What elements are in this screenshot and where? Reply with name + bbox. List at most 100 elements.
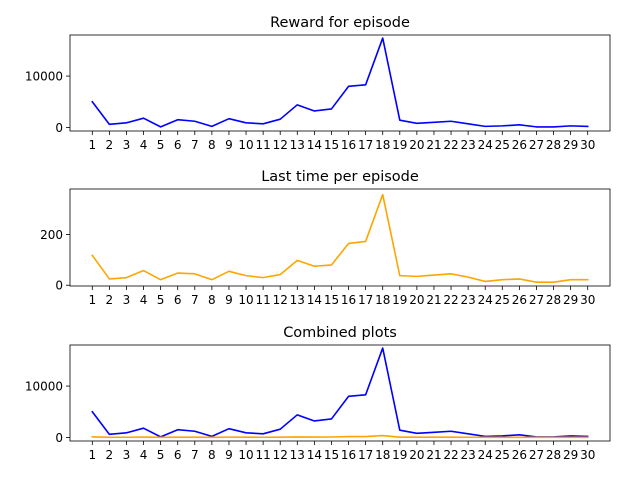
x-tick-label: 10 — [238, 293, 253, 307]
x-tick-label: 7 — [191, 448, 199, 462]
x-tick-label: 1 — [88, 448, 96, 462]
x-tick-label: 6 — [174, 448, 182, 462]
series-line-2 — [91, 434, 589, 439]
chart-title: Reward for episode — [270, 15, 410, 31]
x-tick-label: 22 — [443, 138, 458, 152]
x-tick-label: 25 — [495, 138, 510, 152]
x-tick-label: 28 — [546, 448, 561, 462]
x-tick-label: 5 — [157, 448, 165, 462]
x-tick-label: 14 — [307, 293, 322, 307]
x-tick-label: 20 — [409, 448, 424, 462]
x-tick-label: 10 — [238, 138, 253, 152]
x-tick-label: 11 — [255, 448, 270, 462]
x-tick-label: 29 — [563, 138, 578, 152]
x-tick-label: 5 — [157, 293, 165, 307]
series-line-1 — [91, 347, 589, 438]
chart-title: Last time per episode — [261, 169, 419, 185]
x-tick-label: 20 — [409, 293, 424, 307]
x-tick-label: 11 — [255, 293, 270, 307]
x-tick-label: 1 — [88, 293, 96, 307]
x-tick-label: 26 — [512, 293, 527, 307]
x-tick-label: 17 — [358, 138, 373, 152]
x-tick-label: 9 — [225, 448, 233, 462]
x-tick-label: 19 — [392, 138, 407, 152]
x-tick-label: 11 — [255, 138, 270, 152]
x-tick-label: 29 — [563, 448, 578, 462]
x-tick-label: 23 — [460, 138, 475, 152]
x-tick-label: 13 — [290, 448, 305, 462]
x-tick-label: 13 — [290, 293, 305, 307]
y-tick-label: 0 — [55, 431, 63, 445]
x-tick-label: 21 — [426, 448, 441, 462]
x-tick-label: 15 — [324, 293, 339, 307]
x-tick-label: 23 — [460, 448, 475, 462]
x-tick-label: 6 — [174, 293, 182, 307]
y-tick-label: 200 — [40, 228, 63, 242]
x-tick-label: 21 — [426, 138, 441, 152]
x-tick-label: 17 — [358, 448, 373, 462]
x-tick-label: 8 — [208, 293, 216, 307]
x-tick-label: 19 — [392, 448, 407, 462]
x-tick-label: 24 — [478, 293, 493, 307]
x-tick-label: 7 — [191, 138, 199, 152]
x-tick-label: 8 — [208, 448, 216, 462]
x-tick-label: 21 — [426, 293, 441, 307]
x-tick-label: 30 — [580, 293, 595, 307]
x-tick-label: 23 — [460, 293, 475, 307]
x-tick-label: 3 — [123, 448, 131, 462]
x-tick-label: 28 — [546, 138, 561, 152]
x-tick-label: 4 — [140, 138, 148, 152]
series-line-1 — [91, 193, 589, 284]
x-tick-label: 3 — [123, 138, 131, 152]
x-tick-label: 5 — [157, 138, 165, 152]
x-tick-label: 22 — [443, 448, 458, 462]
x-tick-label: 26 — [512, 138, 527, 152]
x-tick-label: 25 — [495, 448, 510, 462]
x-tick-label: 2 — [106, 293, 114, 307]
x-tick-label: 27 — [529, 293, 544, 307]
axes-frame — [69, 188, 611, 287]
x-tick-label: 14 — [307, 448, 322, 462]
x-tick-label: 1 — [88, 138, 96, 152]
x-tick-label: 18 — [375, 448, 390, 462]
chart-title: Combined plots — [283, 325, 397, 341]
x-tick-label: 12 — [273, 448, 288, 462]
x-tick-label: 9 — [225, 138, 233, 152]
x-tick-label: 20 — [409, 138, 424, 152]
x-tick-label: 24 — [478, 138, 493, 152]
x-tick-label: 26 — [512, 448, 527, 462]
x-tick-label: 24 — [478, 448, 493, 462]
x-tick-label: 8 — [208, 138, 216, 152]
x-tick-label: 30 — [580, 138, 595, 152]
x-tick-label: 7 — [191, 293, 199, 307]
x-tick-label: 16 — [341, 138, 356, 152]
x-tick-label: 12 — [273, 293, 288, 307]
x-tick-label: 30 — [580, 448, 595, 462]
x-tick-label: 12 — [273, 138, 288, 152]
y-tick-label: 0 — [55, 121, 63, 135]
y-tick-label: 0 — [55, 279, 63, 293]
x-tick-label: 4 — [140, 448, 148, 462]
axes-frame — [69, 344, 611, 442]
x-tick-label: 27 — [529, 138, 544, 152]
y-tick-label: 10000 — [25, 380, 63, 394]
y-tick-label: 10000 — [25, 70, 63, 84]
series-line-1 — [91, 37, 589, 128]
x-tick-label: 18 — [375, 293, 390, 307]
x-tick-label: 4 — [140, 293, 148, 307]
x-tick-label: 3 — [123, 293, 131, 307]
x-tick-label: 16 — [341, 448, 356, 462]
x-tick-label: 18 — [375, 138, 390, 152]
x-tick-label: 9 — [225, 293, 233, 307]
x-tick-label: 14 — [307, 138, 322, 152]
x-tick-label: 6 — [174, 138, 182, 152]
x-tick-label: 22 — [443, 293, 458, 307]
x-tick-label: 17 — [358, 293, 373, 307]
x-tick-label: 16 — [341, 293, 356, 307]
x-tick-label: 19 — [392, 293, 407, 307]
x-tick-label: 2 — [106, 448, 114, 462]
